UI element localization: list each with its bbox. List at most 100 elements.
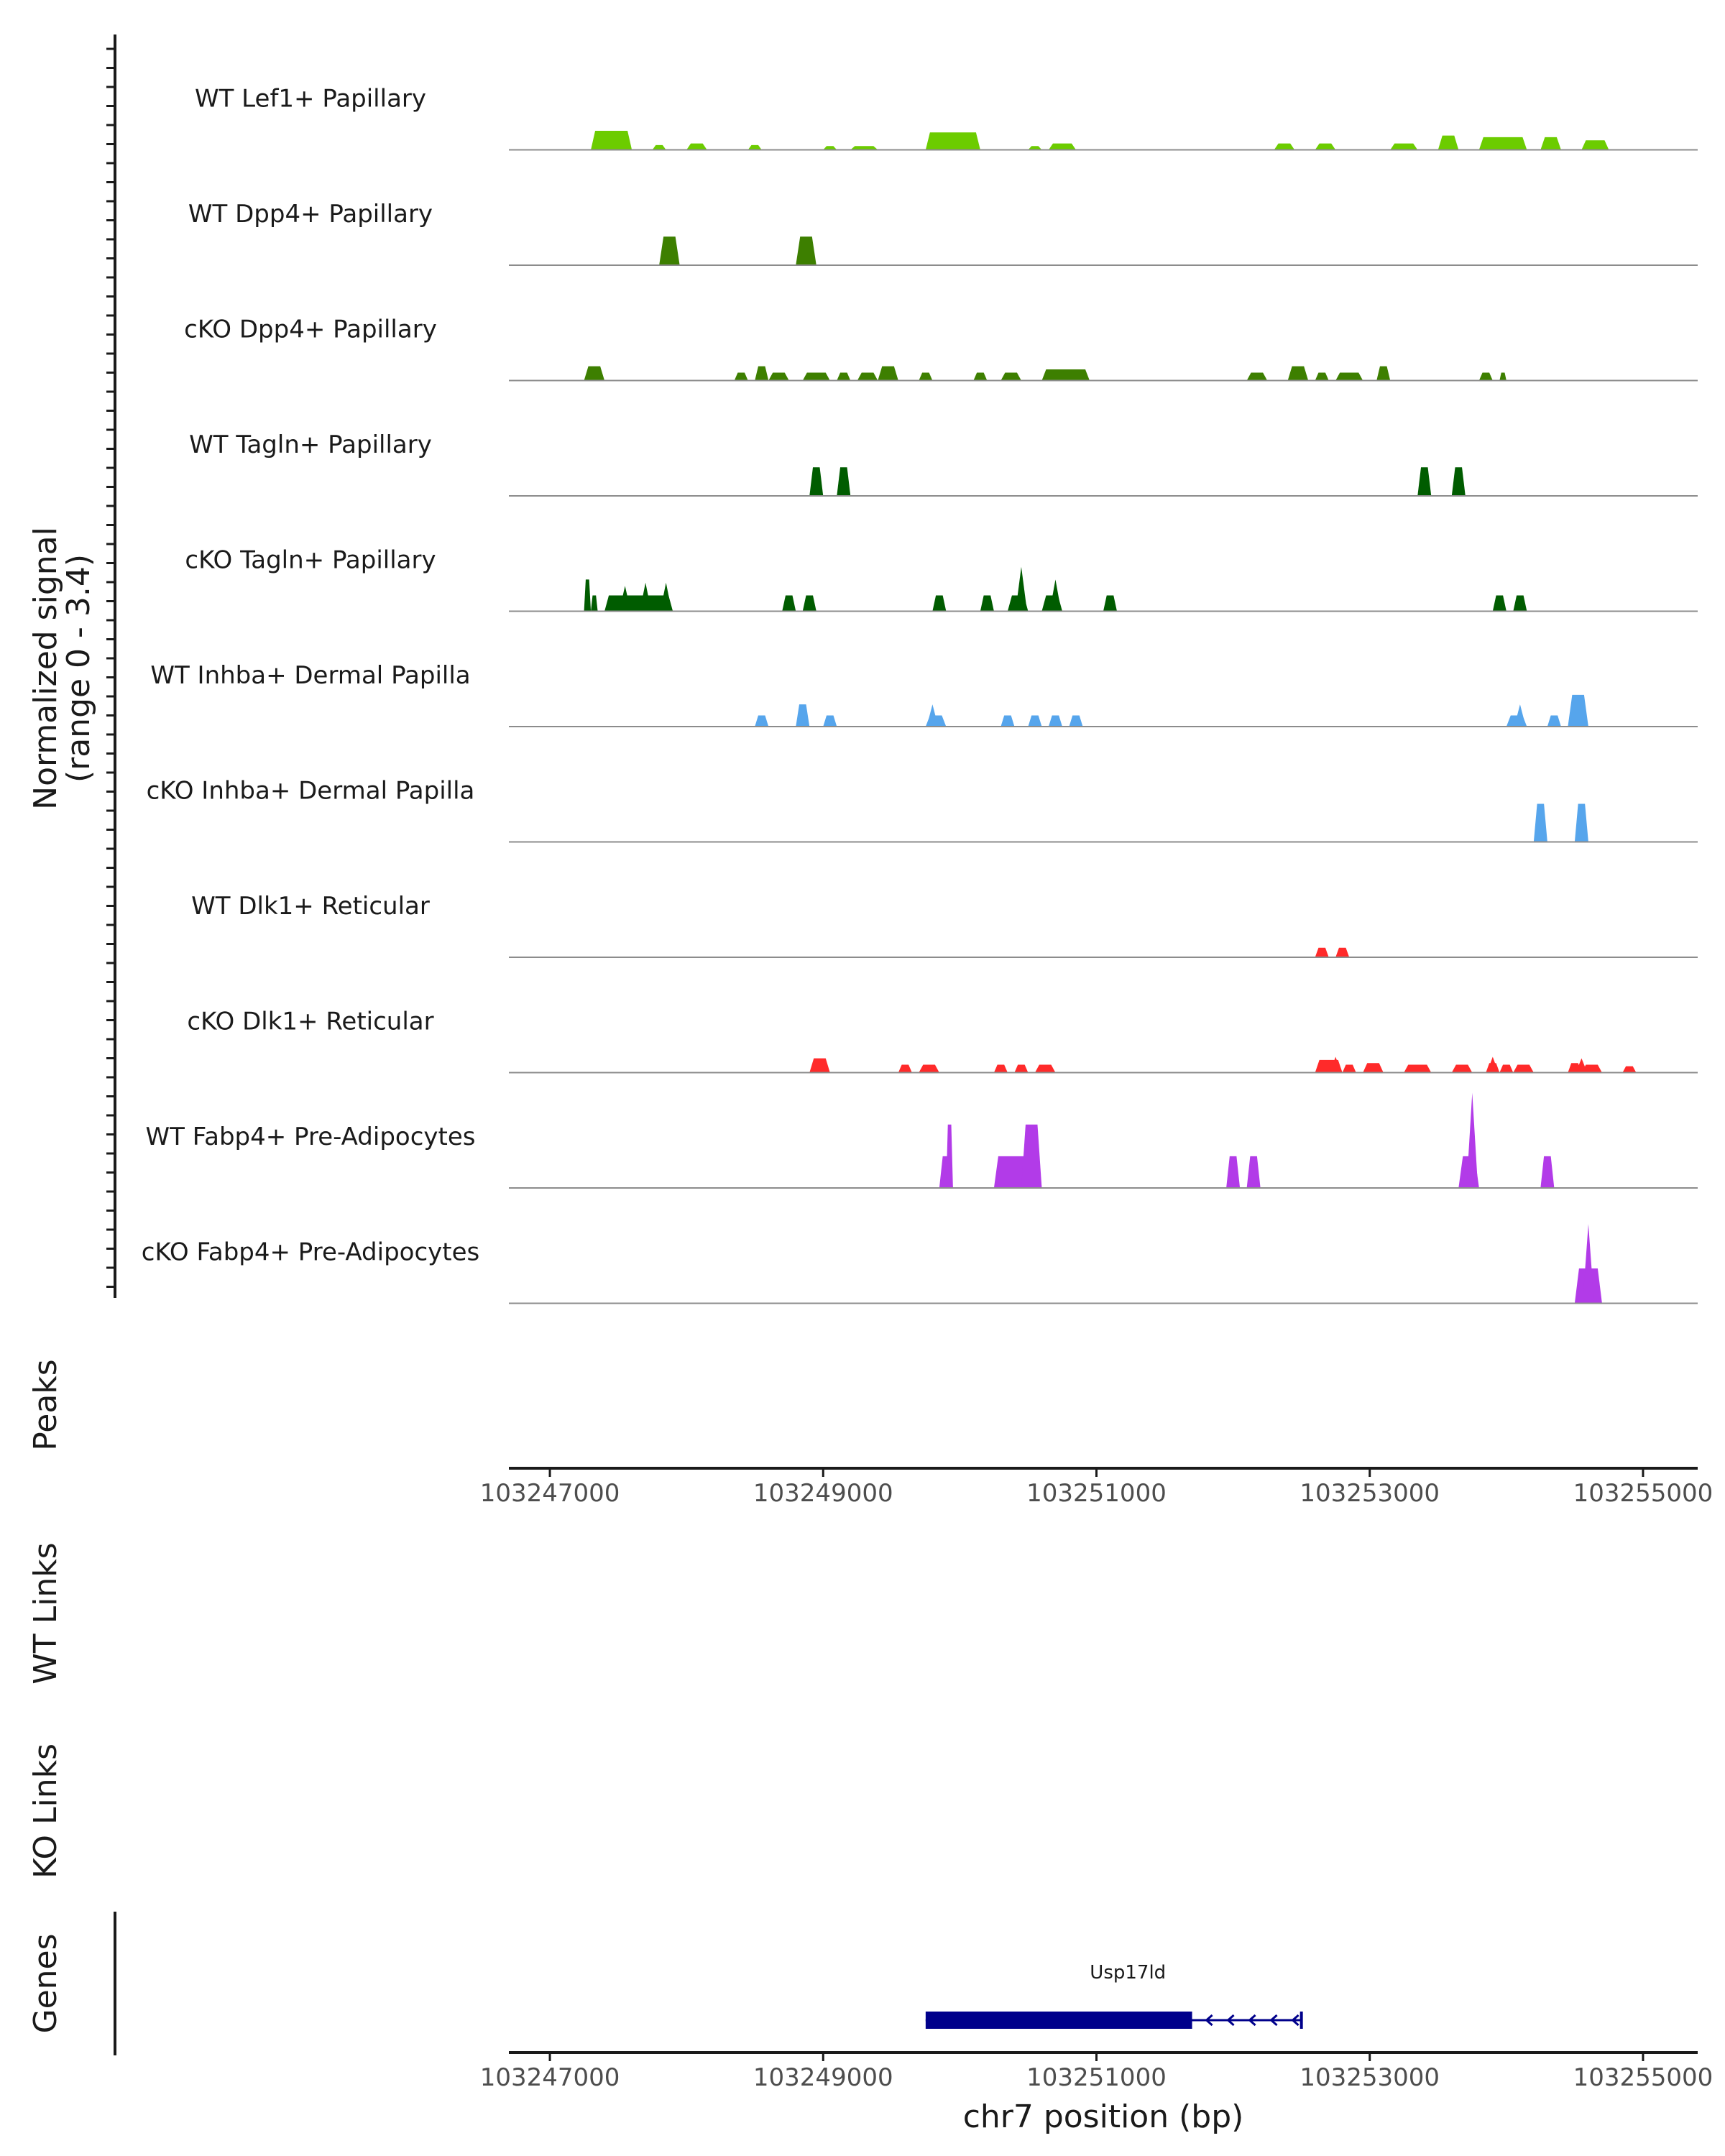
coverage-segment xyxy=(1478,372,1493,381)
coverage-segment xyxy=(1540,1156,1555,1188)
coverage-segment xyxy=(1499,372,1506,381)
track-6: WT Inhba+ Dermal Papilla xyxy=(150,661,1698,727)
coverage-segment xyxy=(584,579,592,612)
track-label: cKO Dpp4+ Papillary xyxy=(184,315,437,344)
track-3: cKO Dpp4+ Papillary xyxy=(184,315,1698,382)
coverage-segment xyxy=(1315,372,1329,381)
track-label: WT Lef1+ Papillary xyxy=(195,85,426,114)
coverage-segment xyxy=(1547,715,1561,727)
y-axis-signal: Normalized signal (range 0 - 3.4) xyxy=(27,34,116,1298)
coverage-segment xyxy=(1021,1124,1042,1188)
coverage-segment xyxy=(993,1156,1029,1188)
x-tick-label: 103255000 xyxy=(1573,2063,1714,2092)
coverage-segment xyxy=(659,236,680,265)
track-label: cKO Inhba+ Dermal Papilla xyxy=(147,777,475,806)
x-tick-label: 103255000 xyxy=(1573,1479,1714,1508)
coverage-segment xyxy=(768,372,789,381)
coverage-segment xyxy=(850,146,878,150)
track-4: WT Tagln+ Papillary xyxy=(189,430,1698,497)
coverage-segment xyxy=(652,144,666,150)
coverage-segment xyxy=(1000,715,1015,727)
coverage-segment xyxy=(837,467,851,496)
coverage-spike xyxy=(1466,1092,1478,1188)
coverage-spike xyxy=(1486,1056,1499,1073)
track-8: WT Dlk1+ Reticular xyxy=(191,892,1698,958)
coverage-segment xyxy=(925,132,980,150)
coverage-segment xyxy=(946,1124,953,1188)
track-10: WT Fabp4+ Pre-Adipocytes xyxy=(146,1092,1698,1189)
coverage-segment xyxy=(1315,143,1336,150)
track-label: WT Dpp4+ Papillary xyxy=(188,200,433,229)
gene-model-usp17ld xyxy=(925,2012,1303,2029)
coverage-segment xyxy=(1041,369,1090,381)
track-label: WT Inhba+ Dermal Papilla xyxy=(150,661,470,690)
coverage-segment xyxy=(919,1064,939,1073)
x-tick-label: 103251000 xyxy=(1026,2063,1167,2092)
coverage-segment xyxy=(1499,1064,1514,1073)
track-label: cKO Tagln+ Papillary xyxy=(185,546,436,575)
coverage-segment xyxy=(1513,1064,1534,1073)
coverage-segment xyxy=(1287,366,1309,381)
coverage-segment xyxy=(1390,143,1418,150)
coverage-segment xyxy=(1069,715,1083,727)
track-2: WT Dpp4+ Papillary xyxy=(188,200,1698,266)
coverage-segment xyxy=(993,1064,1008,1073)
coverage-segment xyxy=(1335,947,1350,957)
coverage-segment xyxy=(686,143,707,150)
coverage-segment xyxy=(1000,372,1021,381)
track-label: cKO Fabp4+ Pre-Adipocytes xyxy=(142,1238,480,1267)
coverage-segment xyxy=(1513,595,1527,612)
coverage-spike xyxy=(660,582,672,612)
strand-arrow xyxy=(1291,2014,1300,2027)
coverage-segment xyxy=(837,372,851,381)
track-1: WT Lef1+ Papillary xyxy=(195,85,1698,151)
coverage-spike xyxy=(1015,566,1027,612)
coverage-segment xyxy=(898,1064,912,1073)
coverage-segment xyxy=(755,366,769,381)
coverage-segment xyxy=(1034,1064,1056,1073)
track-9: cKO Dlk1+ Reticular xyxy=(187,1008,1698,1074)
coverage-segment xyxy=(809,467,824,496)
track-label: WT Tagln+ Papillary xyxy=(189,430,432,459)
coverage-spike xyxy=(1049,579,1062,612)
coverage-segment xyxy=(878,366,898,381)
coverage-segment xyxy=(1246,1156,1261,1188)
coverage-segment xyxy=(1581,1064,1602,1073)
track-label: WT Dlk1+ Reticular xyxy=(191,892,430,921)
x-tick-label: 103249000 xyxy=(753,2063,893,2092)
coverage-segment xyxy=(1342,1064,1356,1073)
coverage-segment xyxy=(809,1058,830,1073)
strand-arrow xyxy=(1205,2014,1213,2027)
gene-exon xyxy=(925,2012,1192,2029)
track-label: WT Fabp4+ Pre-Adipocytes xyxy=(146,1123,476,1151)
coverage-segment xyxy=(1048,143,1076,150)
y-axis-title-line2: (range 0 - 3.4) xyxy=(60,554,97,783)
coverage-segment xyxy=(782,595,796,612)
coverage-segment xyxy=(802,595,816,612)
coverage-segment xyxy=(1014,1064,1029,1073)
coverage-segment xyxy=(1568,694,1588,727)
coverage-segment xyxy=(1451,467,1466,496)
coverage-segment xyxy=(591,131,632,150)
coverage-segment xyxy=(591,595,598,612)
track-11: cKO Fabp4+ Pre-Adipocytes xyxy=(142,1224,1698,1304)
track-label: cKO Dlk1+ Reticular xyxy=(187,1008,433,1036)
x-tick-label: 103249000 xyxy=(753,1479,893,1508)
y-axis-ticks xyxy=(106,47,115,1288)
x-axis-top: 103247000 103249000 103251000 103253000 1032… xyxy=(480,1467,1714,1508)
x-tick-label: 103247000 xyxy=(480,2063,620,2092)
x-axis-title: chr7 position (bp) xyxy=(963,2099,1244,2135)
coverage-spike xyxy=(640,582,652,612)
coverage-segment xyxy=(1103,595,1118,612)
coverage-segment xyxy=(748,144,762,150)
coverage-segment xyxy=(1492,595,1506,612)
gene-track: Usp17ld xyxy=(925,1962,1303,2029)
coverage-segment xyxy=(857,372,878,381)
coverage-segment xyxy=(1048,715,1062,727)
coverage-segment xyxy=(1417,467,1432,496)
strand-arrow xyxy=(1248,2014,1256,2027)
y-axis-title-line1: Normalized signal xyxy=(27,527,64,810)
coverage-spike xyxy=(1548,137,1560,150)
track-5: cKO Tagln+ Papillary xyxy=(185,546,1698,612)
coverage-segment xyxy=(980,595,994,612)
